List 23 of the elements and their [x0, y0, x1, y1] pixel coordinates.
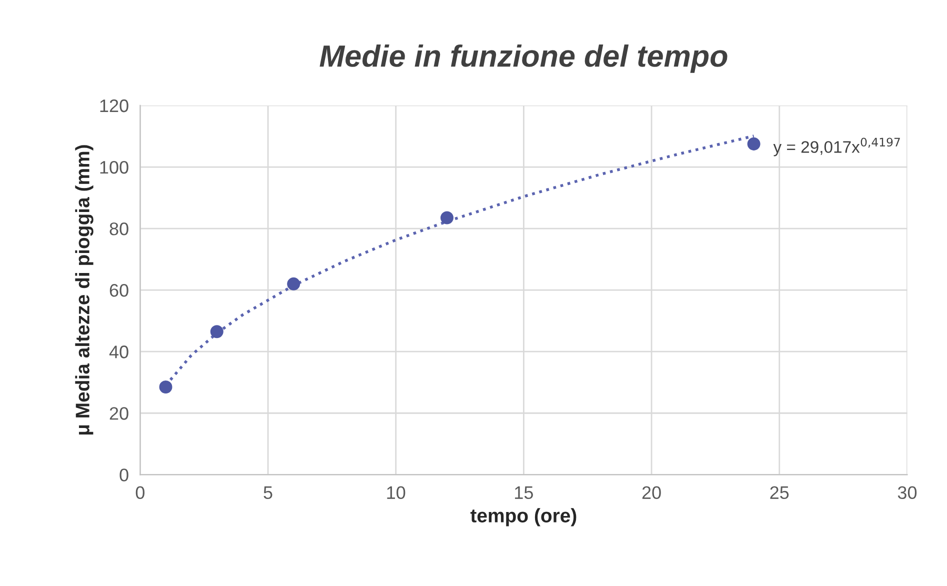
point — [159, 380, 172, 394]
y-tick-label: 40 — [109, 346, 128, 358]
x-tick-label: 30 — [898, 486, 917, 500]
y-tick-label: 60 — [110, 284, 128, 297]
x-axis-title: tempo (ore) — [470, 508, 576, 526]
point — [747, 137, 760, 150]
x-tick-label: 0 — [136, 486, 144, 500]
chart-title: Medie in funzione del tempo — [320, 44, 728, 73]
x-tick-label: 20 — [642, 486, 661, 500]
y-tick-label: 120 — [100, 99, 128, 112]
y-tick-label: 80 — [110, 222, 128, 236]
x-tick-label: 5 — [264, 486, 272, 500]
annotation: y = 29,017x$^{0,4197}$ — [773, 138, 900, 156]
point — [440, 211, 454, 224]
y-tick-label: 0 — [120, 468, 128, 482]
point — [210, 325, 224, 338]
x-tick-label: 15 — [515, 486, 533, 500]
x-tick-label: 25 — [770, 486, 789, 500]
x-tick-label: 10 — [387, 486, 406, 500]
y-axis-title: μ Media altezze di pioggia (mm) — [75, 145, 94, 435]
y-tick-label: 100 — [100, 160, 128, 174]
y-tick-label: 20 — [110, 407, 128, 420]
point — [287, 277, 300, 290]
